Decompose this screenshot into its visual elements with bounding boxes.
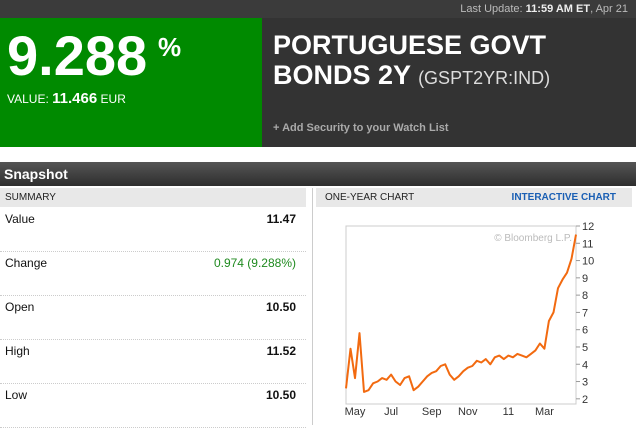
chart: © Bloomberg L.P. 2 3 4 5 6 7 8 9 10 11 12 May Jul Sep…: [345, 221, 595, 418]
x-tick-label: Mar: [535, 406, 554, 418]
price-line: [345, 234, 577, 393]
row-label: Open: [5, 300, 35, 314]
interactive-chart-link[interactable]: INTERACTIVE CHART: [511, 192, 616, 203]
y-tick-label: 4: [582, 359, 588, 371]
security-box: PORTUGUESE GOVT BONDS 2Y (GSPT2YR:IND) +…: [262, 18, 636, 147]
summary-row: Open 10.50: [0, 295, 306, 340]
row-value: 10.50: [265, 388, 296, 402]
value-label: VALUE:: [7, 92, 49, 106]
y-tick-label: 8: [582, 290, 588, 302]
watch-link[interactable]: + Add Security to your Watch List: [273, 122, 449, 134]
row-value: 10.50: [265, 300, 296, 314]
y-tick-label: 10: [582, 256, 594, 268]
x-tick-label: Sep: [422, 406, 442, 418]
ticker: (GSPT2YR:IND): [418, 68, 551, 88]
security-name: PORTUGUESE GOVT BONDS 2Y: [273, 30, 547, 90]
x-tick-label: 11: [503, 406, 514, 418]
x-tick-label: May: [345, 406, 366, 418]
chart-header: ONE-YEAR CHART INTERACTIVE CHART: [316, 188, 632, 207]
snapshot-bar: Snapshot: [0, 162, 636, 186]
value: 11.466: [52, 90, 98, 107]
summary-title: SUMMARY: [5, 192, 56, 203]
row-label: Change: [5, 256, 48, 270]
summary-row: Low 10.50: [0, 383, 306, 428]
percent-sign: %: [158, 32, 182, 62]
row-label: Value: [5, 212, 35, 226]
summary-header: SUMMARY: [0, 188, 306, 207]
watermark: © Bloomberg L.P.: [494, 233, 572, 244]
row-label: Low: [5, 388, 28, 402]
x-tick-label: Nov: [458, 406, 478, 418]
security-title: PORTUGUESE GOVT BONDS 2Y (GSPT2YR:IND): [273, 30, 633, 93]
summary-row: Value 11.47: [0, 207, 306, 252]
summary-row: Change 0.974 (9.288%): [0, 251, 306, 296]
row-value: 11.47: [266, 212, 296, 226]
y-tick-label: 12: [582, 221, 594, 233]
row-value: 11.52: [266, 344, 296, 358]
row-label: High: [5, 344, 30, 358]
quote-value: VALUE: 11.466 EUR: [7, 90, 126, 107]
update-label: Last Update:: [460, 3, 523, 15]
summary-row: High 11.52: [0, 339, 306, 384]
update-date: , Apr 21: [590, 3, 628, 15]
update-time: 11:59 AM ET: [525, 3, 591, 15]
x-tick-label: Jul: [384, 406, 398, 418]
y-tick-label: 2: [582, 394, 588, 406]
y-tick-label: 11: [582, 238, 593, 250]
y-tick-label: 5: [582, 342, 588, 354]
change-percent: 9.288: [7, 24, 148, 87]
snapshot-title: Snapshot: [4, 166, 68, 182]
divider: [312, 188, 313, 425]
plot-frame: [345, 225, 577, 405]
row-value: 0.974 (9.288%): [213, 256, 296, 270]
currency: EUR: [100, 92, 126, 106]
y-tick-label: 7: [582, 307, 588, 319]
chart-title: ONE-YEAR CHART: [325, 192, 415, 203]
y-tick-label: 9: [582, 273, 588, 285]
y-tick-label: 6: [582, 325, 588, 337]
y-tick-label: 3: [582, 377, 588, 389]
quote-box: 9.288 % VALUE: 11.466 EUR: [0, 18, 262, 147]
top-bar: Last Update: 11:59 AM ET, Apr 21: [0, 0, 636, 18]
